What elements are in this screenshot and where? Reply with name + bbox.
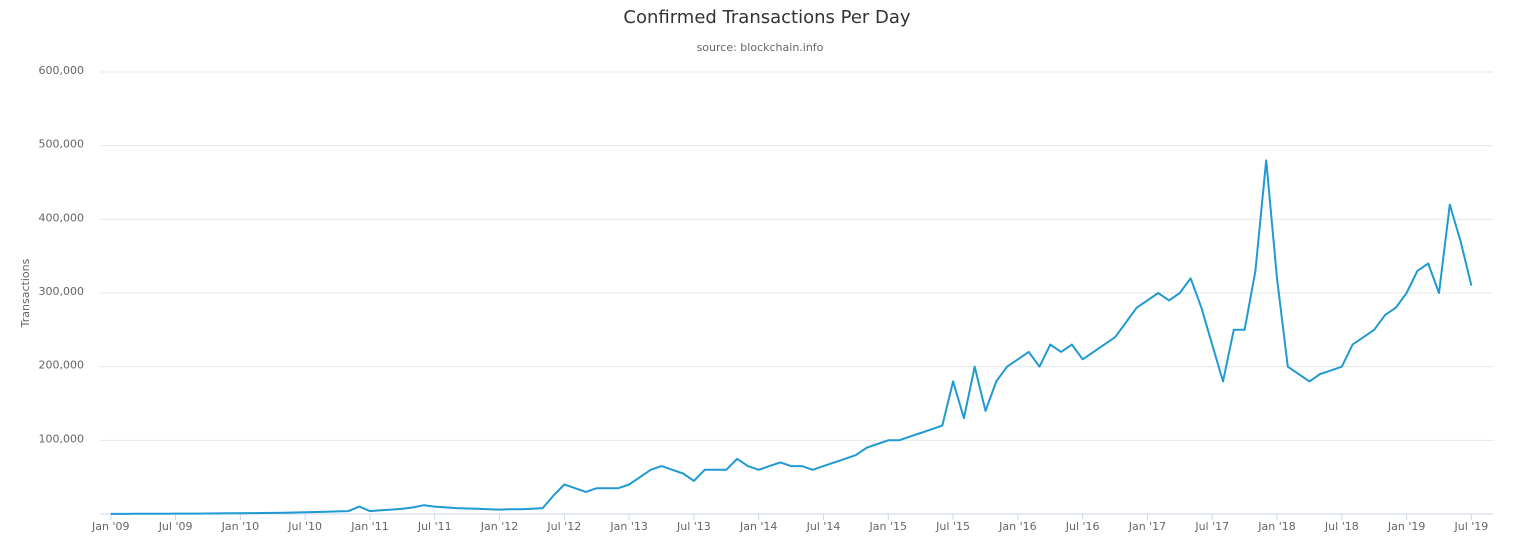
x-tick-label: Jan '10: [221, 520, 259, 533]
y-tick-label: 200,000: [39, 359, 85, 372]
y-tick-label: 100,000: [39, 432, 85, 445]
y-tick-label: 400,000: [39, 211, 85, 224]
x-tick-label: Jul '13: [676, 520, 711, 533]
x-tick-label: Jan '14: [739, 520, 777, 533]
y-tick-label: 300,000: [39, 285, 85, 298]
x-tick-label: Jul '15: [935, 520, 970, 533]
x-tick-label: Jan '17: [1128, 520, 1166, 533]
x-tick-label: Jan '18: [1257, 520, 1295, 533]
x-tick-label: Jan '13: [609, 520, 647, 533]
y-tick-label: 600,000: [39, 64, 85, 77]
y-axis-label: Transactions: [19, 258, 32, 328]
x-tick-label: Jan '19: [1387, 520, 1425, 533]
x-tick-label: Jul '17: [1194, 520, 1229, 533]
x-tick-label: Jul '11: [417, 520, 452, 533]
data-line: [110, 159, 1473, 515]
x-tick-label: Jan '16: [998, 520, 1036, 533]
x-tick-label: Jul '10: [287, 520, 322, 533]
chart-title: Confirmed Transactions Per Day: [623, 7, 911, 28]
chart-subtitle: source: blockchain.info: [697, 41, 824, 54]
x-tick-label: Jan '15: [869, 520, 907, 533]
x-tick-label: Jan '09: [91, 520, 129, 533]
x-tick-label: Jul '16: [1065, 520, 1100, 533]
x-tick-label: Jul '19: [1454, 520, 1489, 533]
x-tick-label: Jul '18: [1324, 520, 1359, 533]
x-tick-label: Jul '12: [546, 520, 581, 533]
x-tick-label: Jan '12: [480, 520, 518, 533]
x-tick-label: Jan '11: [350, 520, 388, 533]
x-tick-label: Jul '14: [806, 520, 841, 533]
x-tick-label: Jul '09: [158, 520, 193, 533]
y-tick-label: 500,000: [39, 138, 85, 151]
